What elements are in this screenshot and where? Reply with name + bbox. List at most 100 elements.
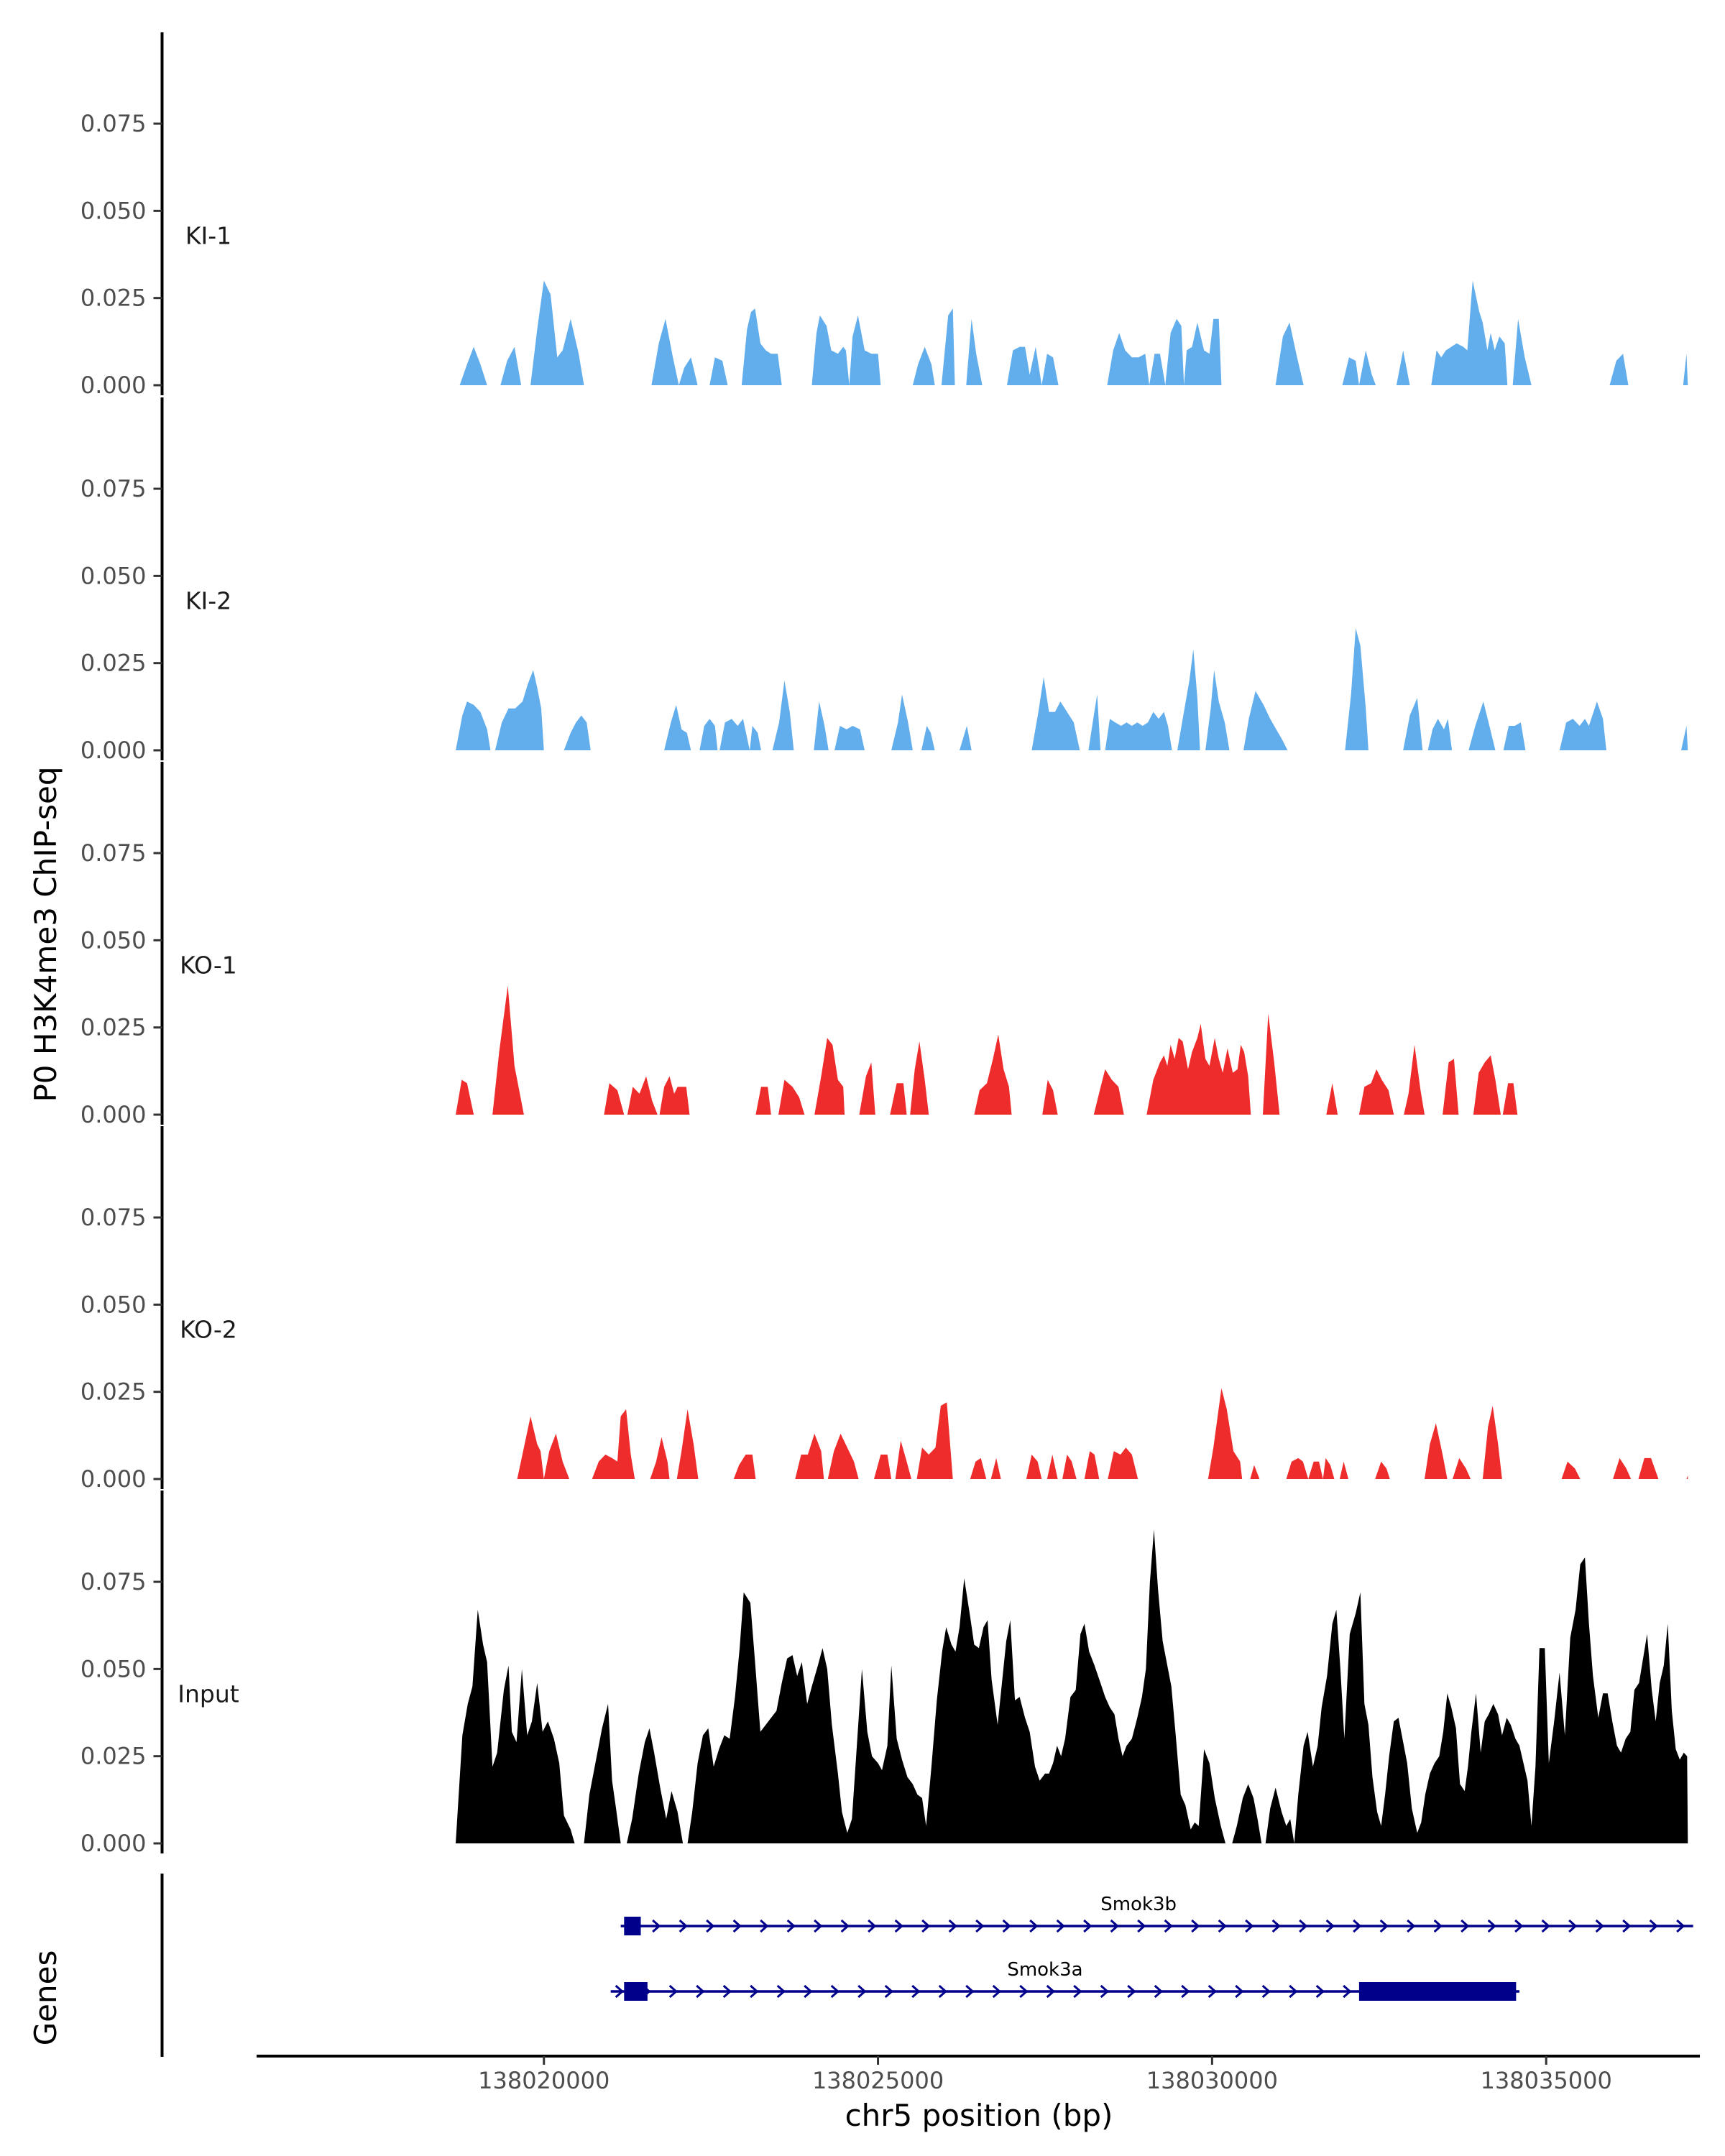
- strand-arrow: [1261, 1984, 1271, 1999]
- coverage-area-ki-2: [456, 628, 1688, 750]
- strand-arrow: [760, 1919, 769, 1933]
- y-tick-label: 0.000: [80, 1830, 147, 1857]
- strand-arrow: [948, 1919, 957, 1933]
- strand-arrow: [1235, 1984, 1244, 1999]
- strand-arrow: [1164, 1919, 1173, 1933]
- track-label: KO-1: [180, 951, 237, 979]
- strand-arrow: [1353, 1919, 1362, 1933]
- strand-arrow: [1460, 1919, 1470, 1933]
- y-tick-label: 0.050: [80, 1655, 147, 1682]
- strand-arrow: [1649, 1919, 1658, 1933]
- strand-arrow: [1622, 1919, 1632, 1933]
- x-axis-ticks: 138020000 138025000 138030000 138035000: [478, 2056, 1612, 2094]
- strand-arrow: [1541, 1919, 1550, 1933]
- y-axis-title: P0 H3K4me3 ChIP-seq: [28, 766, 63, 1102]
- strand-arrow: [1289, 1984, 1298, 1999]
- genes-axis-title: Genes: [28, 1950, 63, 2046]
- y-tick-label: 0.075: [80, 1204, 147, 1231]
- strand-arrow: [678, 1919, 688, 1933]
- genes-panel: Genes Smok3b Smok3a: [28, 1874, 1693, 2057]
- y-tick-label: 0.075: [80, 475, 147, 502]
- strand-arrow: [814, 1919, 823, 1933]
- tracks-panel: 0.0000.0250.0500.075KI-10.0000.0250.0500…: [80, 32, 1688, 1857]
- strand-arrow: [786, 1919, 796, 1933]
- strand-arrow: [1046, 1984, 1055, 1999]
- strand-arrow: [1137, 1919, 1146, 1933]
- y-tick-label: 0.025: [80, 650, 147, 677]
- strand-arrow: [921, 1919, 931, 1933]
- y-tick-label: 0.000: [80, 737, 147, 764]
- strand-arrow: [1245, 1919, 1254, 1933]
- coverage-area-input: [456, 1529, 1688, 1843]
- strand-arrow: [965, 1984, 975, 1999]
- strand-arrow: [1407, 1919, 1416, 1933]
- gene-label: Smok3a: [1007, 1959, 1082, 1981]
- gene-exon: [624, 1982, 648, 2001]
- y-tick-label: 0.000: [80, 1465, 147, 1493]
- x-axis-title: chr5 position (bp): [845, 2098, 1113, 2133]
- x-tick-label: 138020000: [478, 2067, 610, 2094]
- strand-arrow: [1127, 1984, 1136, 1999]
- y-tick-label: 0.050: [80, 562, 147, 589]
- gene-rows: Smok3b Smok3a: [610, 1894, 1693, 2001]
- track-ko-2: 0.000 0.025 0.050 0.075 KO-2: [80, 1126, 1688, 1493]
- strand-arrow: [1315, 1984, 1325, 1999]
- gene-label: Smok3b: [1100, 1894, 1177, 1915]
- strand-arrow: [1208, 1984, 1217, 1999]
- y-tick-label: 0.050: [80, 1291, 147, 1318]
- gene-smok3b: Smok3b: [620, 1894, 1693, 1935]
- track-ki-2: 0.000 0.025 0.050 0.075 KI-2: [80, 397, 1688, 764]
- strand-arrow: [1487, 1919, 1496, 1933]
- strand-arrow: [938, 1984, 947, 1999]
- strand-arrow: [732, 1919, 742, 1933]
- strand-arrow: [1514, 1919, 1524, 1933]
- strand-arrow: [1029, 1919, 1039, 1933]
- strand-arrow: [722, 1984, 732, 1999]
- strand-arrow: [1343, 1984, 1352, 1999]
- y-tick-label: 0.025: [80, 1743, 147, 1770]
- coverage-area-ki-1: [459, 280, 1688, 385]
- track-label: KO-2: [180, 1315, 237, 1343]
- strand-arrow: [894, 1919, 903, 1933]
- strand-arrow: [750, 1984, 759, 1999]
- coverage-area-ko-2: [517, 1388, 1688, 1479]
- strand-arrow: [1002, 1919, 1011, 1933]
- strand-arrow: [868, 1919, 877, 1933]
- x-tick-label: 138025000: [812, 2067, 944, 2094]
- strand-arrow: [652, 1919, 661, 1933]
- strand-arrow: [840, 1919, 850, 1933]
- x-axis: 138020000 138025000 138030000 138035000 chr…: [257, 2055, 1700, 2133]
- gene-exon: [624, 1917, 641, 1935]
- strand-arrow: [830, 1984, 840, 1999]
- strand-arrow: [615, 1984, 624, 1999]
- y-tick-label: 0.025: [80, 1014, 147, 1041]
- strand-arrow: [1271, 1919, 1281, 1933]
- strand-arrow: [1019, 1984, 1029, 1999]
- strand-arrow: [911, 1984, 921, 1999]
- y-tick-label: 0.075: [80, 1568, 147, 1595]
- strand-arrow: [1154, 1984, 1163, 1999]
- y-tick-label: 0.050: [80, 197, 147, 224]
- y-tick-label: 0.050: [80, 926, 147, 954]
- strand-arrow: [1110, 1919, 1119, 1933]
- strand-arrow: [1299, 1919, 1308, 1933]
- track-label: KI-2: [185, 586, 231, 614]
- y-tick-label: 0.000: [80, 372, 147, 399]
- y-tick-label: 0.025: [80, 1378, 147, 1406]
- strand-arrow: [1325, 1919, 1335, 1933]
- strand-arrow: [1379, 1919, 1389, 1933]
- strand-arrow: [706, 1919, 715, 1933]
- strand-arrow: [1218, 1919, 1227, 1933]
- strand-arrow: [1595, 1919, 1604, 1933]
- coverage-area-ko-1: [456, 985, 1518, 1115]
- y-tick-label: 0.025: [80, 285, 147, 312]
- strand-arrow: [1100, 1984, 1109, 1999]
- track-label: KI-1: [185, 221, 231, 249]
- strand-arrow: [1676, 1919, 1685, 1933]
- strand-arrow: [776, 1984, 786, 1999]
- strand-arrow: [668, 1984, 678, 1999]
- x-tick-label: 138035000: [1481, 2067, 1612, 2094]
- strand-arrow: [1181, 1984, 1190, 1999]
- strand-arrow: [696, 1984, 705, 1999]
